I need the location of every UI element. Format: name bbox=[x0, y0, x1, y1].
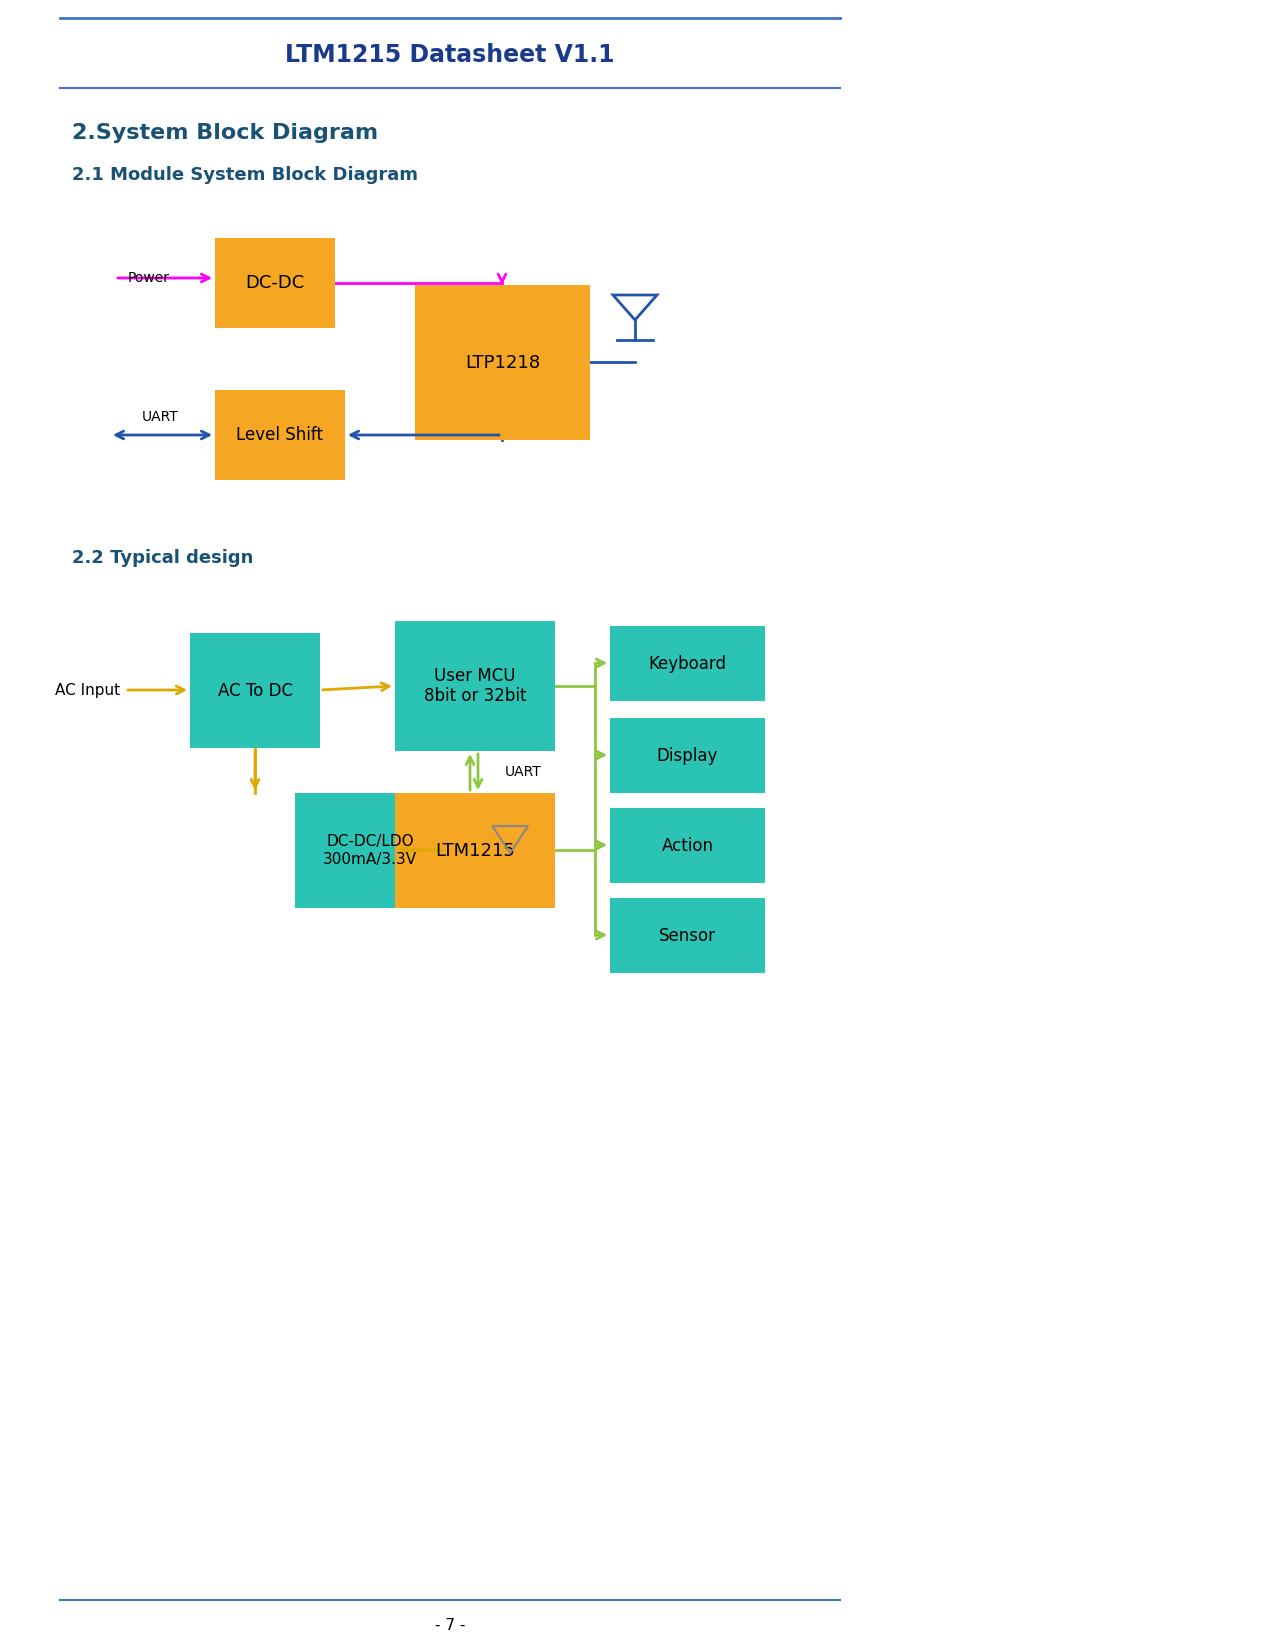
Text: Level Shift: Level Shift bbox=[236, 426, 324, 444]
Text: Sensor: Sensor bbox=[659, 926, 717, 944]
Text: LTM1215 Datasheet V1.1: LTM1215 Datasheet V1.1 bbox=[286, 43, 615, 68]
Text: 2.1 Module System Block Diagram: 2.1 Module System Block Diagram bbox=[71, 167, 418, 183]
FancyBboxPatch shape bbox=[215, 238, 335, 329]
Text: LTM1215: LTM1215 bbox=[435, 842, 515, 860]
Text: 2.2 Typical design: 2.2 Typical design bbox=[71, 550, 254, 566]
Text: AC Input: AC Input bbox=[55, 682, 120, 697]
Text: AC To DC: AC To DC bbox=[218, 682, 292, 700]
Text: 2.System Block Diagram: 2.System Block Diagram bbox=[71, 124, 379, 144]
Text: Action: Action bbox=[662, 837, 714, 855]
FancyBboxPatch shape bbox=[395, 792, 555, 908]
Text: Keyboard: Keyboard bbox=[649, 654, 727, 672]
Text: User MCU
8bit or 32bit: User MCU 8bit or 32bit bbox=[423, 667, 527, 705]
Text: LTP1218: LTP1218 bbox=[465, 353, 541, 371]
Text: - 7 -: - 7 - bbox=[435, 1618, 465, 1633]
FancyBboxPatch shape bbox=[609, 898, 765, 972]
FancyBboxPatch shape bbox=[609, 718, 765, 792]
FancyBboxPatch shape bbox=[609, 807, 765, 883]
Text: UART: UART bbox=[505, 764, 542, 779]
Text: DC-DC: DC-DC bbox=[245, 274, 305, 292]
FancyBboxPatch shape bbox=[395, 621, 555, 751]
Text: Display: Display bbox=[657, 746, 718, 764]
Text: UART: UART bbox=[142, 409, 179, 424]
FancyBboxPatch shape bbox=[215, 390, 346, 480]
Text: DC-DC/LDO
300mA/3.3V: DC-DC/LDO 300mA/3.3V bbox=[323, 834, 417, 867]
FancyBboxPatch shape bbox=[295, 792, 445, 908]
Text: Power: Power bbox=[128, 271, 170, 286]
FancyBboxPatch shape bbox=[190, 632, 320, 748]
FancyBboxPatch shape bbox=[609, 626, 765, 702]
FancyBboxPatch shape bbox=[414, 286, 590, 441]
